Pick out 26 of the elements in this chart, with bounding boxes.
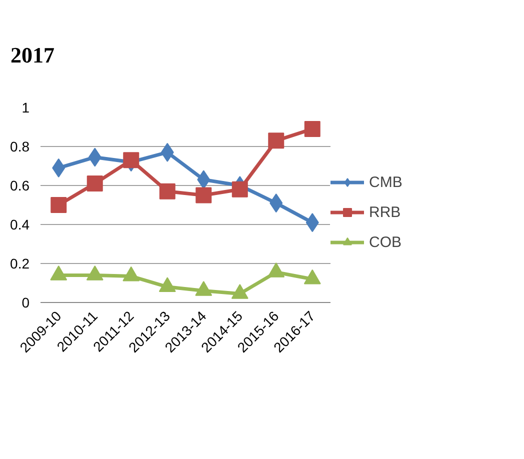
point xyxy=(231,284,248,299)
point xyxy=(50,265,68,280)
point xyxy=(232,181,248,198)
y-tick-label: 0.8 xyxy=(10,138,30,154)
point xyxy=(50,197,67,213)
point xyxy=(159,183,176,200)
y-tick-label: 0.2 xyxy=(10,256,30,272)
chart-title: 2017 xyxy=(10,42,54,68)
point xyxy=(158,277,176,292)
point xyxy=(304,269,321,284)
point xyxy=(268,262,285,278)
point xyxy=(304,120,320,137)
point xyxy=(122,266,140,282)
point xyxy=(86,176,103,192)
y-tick-label: 0 xyxy=(22,294,30,310)
legend-label: RRB xyxy=(369,204,401,220)
y-tick-label: 0.6 xyxy=(10,178,30,194)
point xyxy=(195,281,212,296)
y-tick-label: 0.4 xyxy=(10,216,30,232)
point xyxy=(268,132,284,149)
point xyxy=(196,187,212,204)
y-tick-label: 1 xyxy=(22,100,30,116)
point xyxy=(86,265,104,280)
legend-label: CMB xyxy=(369,174,402,190)
legend-label: COB xyxy=(369,234,402,250)
point xyxy=(123,152,140,168)
